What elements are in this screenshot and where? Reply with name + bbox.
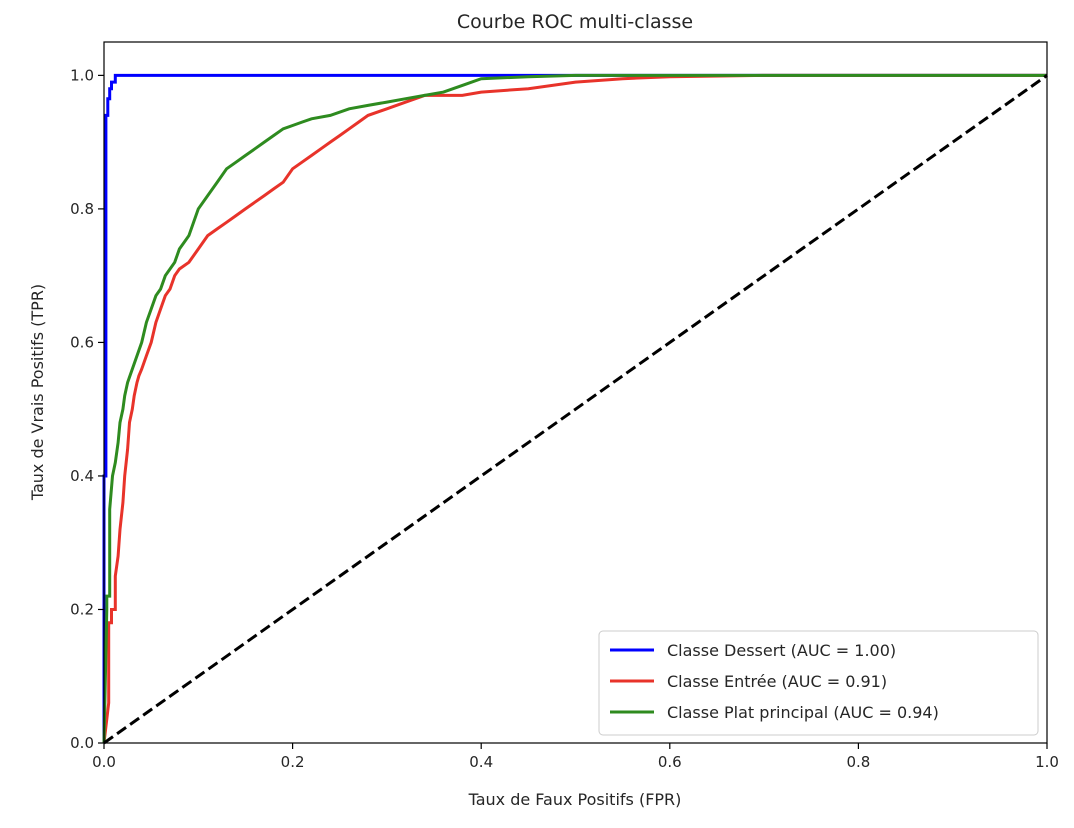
legend-box [598,630,1039,736]
legend-label: Classe Dessert (AUC = 1.00) [667,641,896,660]
x-tick-label: 0.2 [281,753,305,771]
x-axis-label: Taux de Faux Positifs (FPR) [468,790,682,809]
x-tick-label: 0.0 [92,753,116,771]
x-axis: 0.0 0.2 0.4 0.6 0.8 1.0 [92,743,1059,771]
plot-frame [103,41,1048,744]
roc-curve-1 [102,73,1047,743]
y-axis: 0.0 0.2 0.4 0.6 0.8 1.0 [70,66,104,752]
x-tick-label: 0.6 [658,753,682,771]
chart-title: Courbe ROC multi-classe [457,11,693,33]
diagonal-reference-line [103,74,1048,745]
y-tick-label: 0.8 [70,200,94,218]
roc-curve-2 [102,73,1047,744]
legend: Classe Dessert (AUC = 1.00) Classe Entrée… [598,630,1039,736]
plot-background [104,42,1047,743]
series-layer [102,73,1048,745]
x-tick-label: 0.4 [469,753,493,771]
y-tick-label: 0.0 [70,734,94,752]
x-tick-label: 1.0 [1035,753,1059,771]
roc-curve-3 [102,73,1047,744]
legend-label: Classe Entrée (AUC = 0.91) [667,672,887,691]
y-tick-label: 0.6 [70,333,94,351]
y-tick-label: 1.0 [70,66,94,84]
legend-label: Classe Plat principal (AUC = 0.94) [667,703,939,722]
y-axis-label: Taux de Vrais Positifs (TPR) [28,284,47,501]
plot-area [102,41,1048,745]
y-tick-label: 0.4 [70,467,94,485]
y-tick-label: 0.2 [70,600,94,618]
x-tick-label: 0.8 [846,753,870,771]
